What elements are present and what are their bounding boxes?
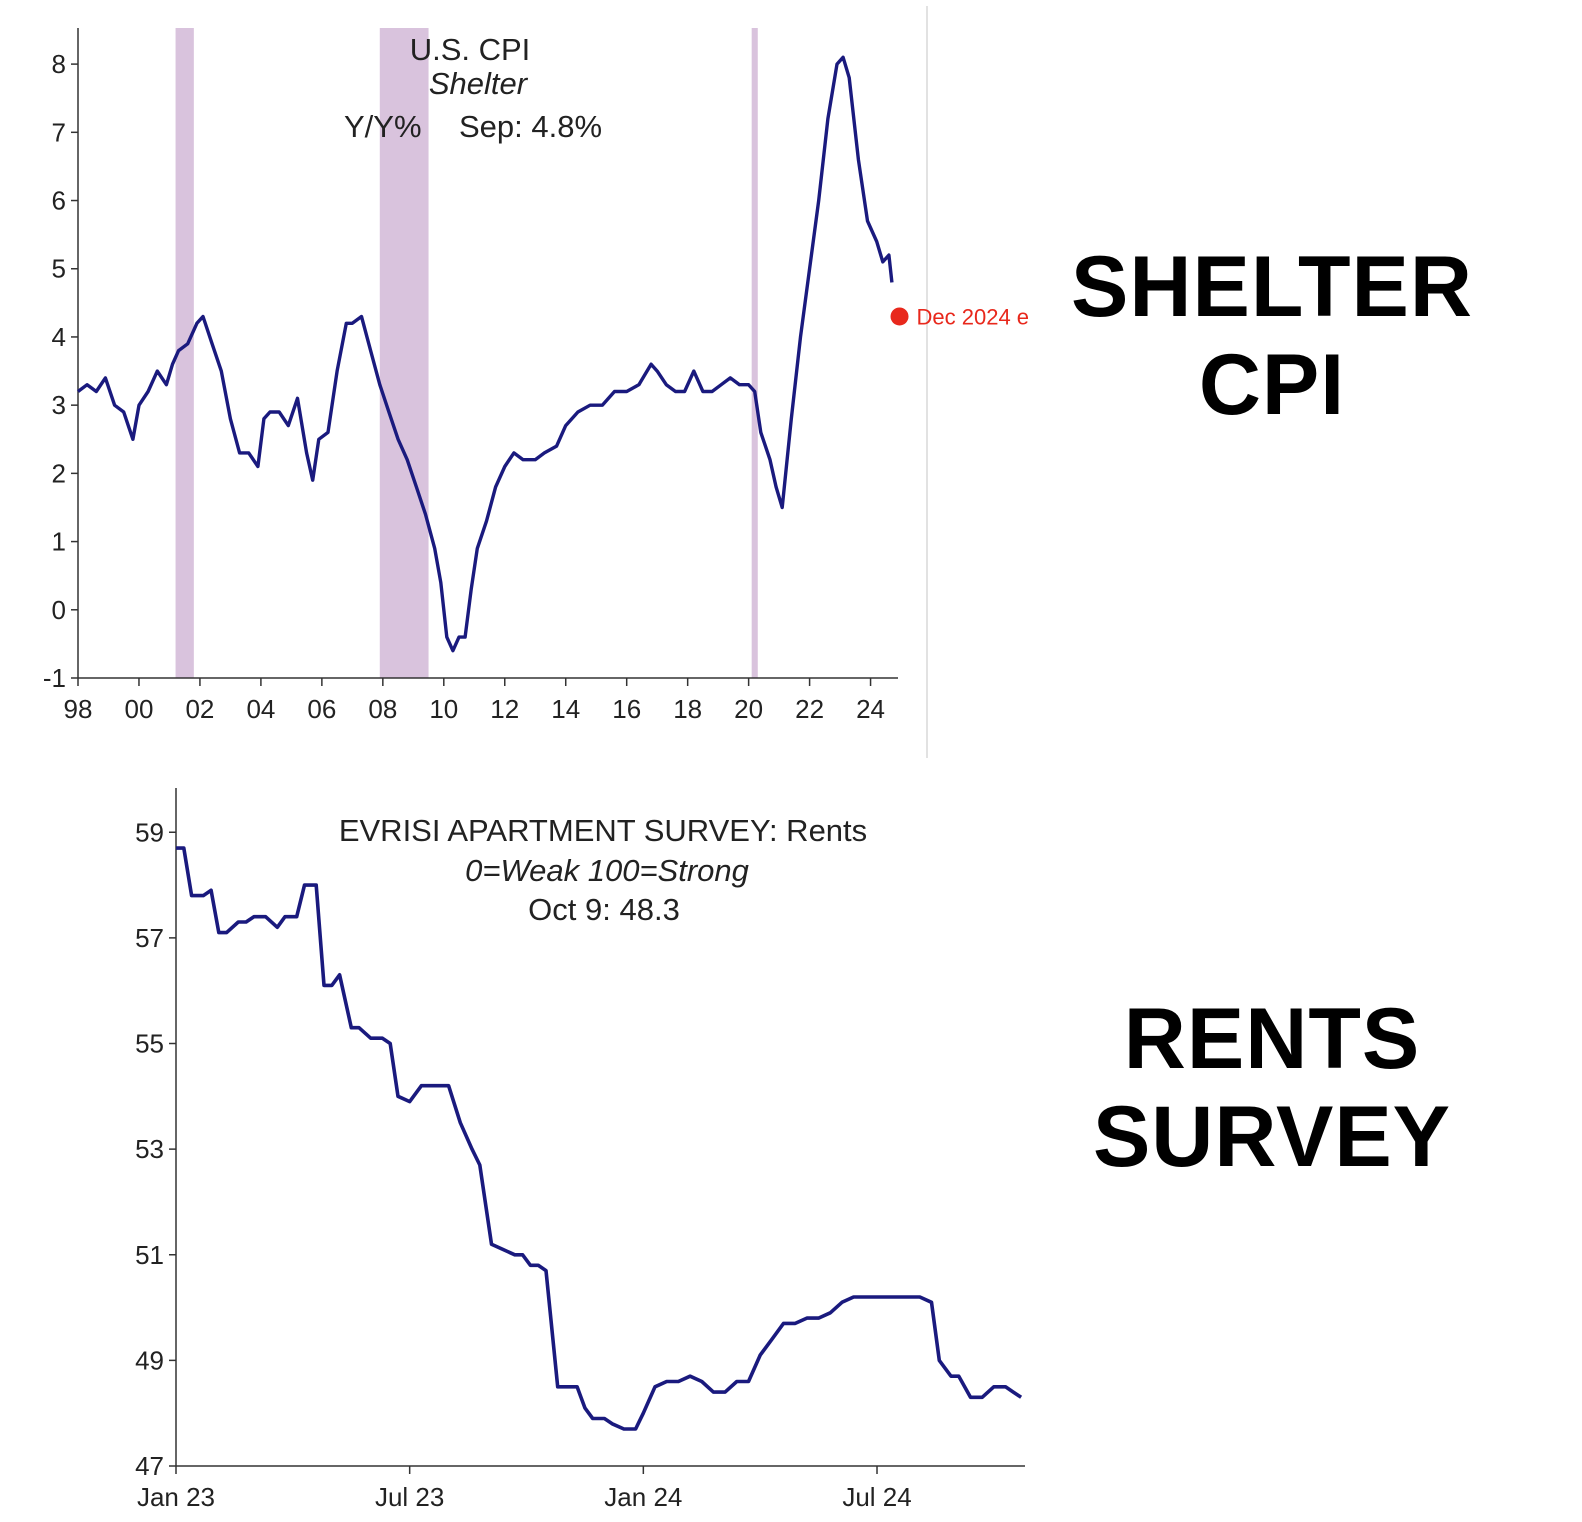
x-tick-label: 22 — [795, 694, 824, 724]
y-tick-label: 49 — [135, 1345, 164, 1375]
x-tick-label: 02 — [185, 694, 214, 724]
y-tick-label: 5 — [52, 254, 66, 284]
chart2-latest-annotation: Oct 9: 48.3 — [528, 892, 680, 927]
y-tick-label: -1 — [43, 663, 66, 693]
x-tick-label: Jul 24 — [842, 1482, 911, 1512]
chart1-axes — [77, 28, 898, 679]
chart2-axes — [175, 788, 1025, 1467]
x-tick-label: 10 — [429, 694, 458, 724]
chart1-subtitle: Shelter — [429, 66, 529, 101]
shelter-label-line1: SHELTER — [1071, 239, 1473, 335]
y-tick-label: 2 — [52, 458, 66, 488]
y-tick-label: 4 — [52, 322, 66, 352]
rents-label-line2: SURVEY — [1092, 1089, 1452, 1185]
rents-survey-label: RENTS SURVEY — [1012, 990, 1532, 1186]
y-tick-label: 0 — [52, 595, 66, 625]
x-tick-label: 14 — [551, 694, 580, 724]
dec-2024-estimate-marker — [890, 307, 909, 326]
chart2-subtitle: 0=Weak 100=Strong — [465, 853, 749, 888]
shelter-cpi-series-line — [76, 55, 894, 653]
chart2-y-ticks: 47 49 51 53 55 57 59 — [135, 817, 176, 1481]
y-tick-label: 8 — [52, 49, 66, 79]
y-tick-label: 53 — [135, 1134, 164, 1164]
y-tick-label: 3 — [52, 390, 66, 420]
x-tick-label: 18 — [673, 694, 702, 724]
recession-band — [751, 28, 758, 678]
chart1-y-ticks: -1 0 1 2 3 4 5 6 7 8 — [43, 49, 78, 693]
recession-band — [379, 28, 429, 678]
y-tick-label: 6 — [52, 186, 66, 216]
y-tick-label: 55 — [135, 1029, 164, 1059]
x-tick-label: 24 — [856, 694, 885, 724]
chart1-latest-annotation: Sep: 4.8% — [459, 109, 602, 144]
dec-2024-estimate-label: Dec 2024 e — [917, 304, 1030, 329]
x-tick-label: Jan 23 — [137, 1482, 215, 1512]
shelter-cpi-label: SHELTER CPI — [1012, 238, 1532, 434]
x-tick-label: 20 — [734, 694, 763, 724]
y-tick-label: 59 — [135, 817, 164, 847]
x-tick-label: 98 — [64, 694, 93, 724]
rents-label-line1: RENTS — [1123, 991, 1421, 1087]
chart2-title: EVRISI APARTMENT SURVEY: Rents — [339, 813, 867, 848]
x-tick-label: 06 — [307, 694, 336, 724]
y-tick-label: 7 — [52, 117, 66, 147]
y-tick-label: 57 — [135, 923, 164, 953]
chart1-ylabel: Y/Y% — [344, 109, 422, 144]
recession-bands — [175, 28, 758, 678]
chart2-x-ticks: Jan 23 Jul 23 Jan 24 Jul 24 — [137, 1466, 912, 1512]
x-tick-label: 04 — [246, 694, 275, 724]
rents-survey-series-line — [176, 846, 1023, 1431]
x-tick-label: 08 — [368, 694, 397, 724]
y-tick-label: 1 — [52, 527, 66, 557]
x-tick-label: 16 — [612, 694, 641, 724]
x-tick-label: Jul 23 — [375, 1482, 444, 1512]
x-tick-label: 00 — [125, 694, 154, 724]
x-tick-label: Jan 24 — [604, 1482, 682, 1512]
chart1-x-ticks: 98 00 02 04 06 08 10 12 14 16 18 20 22 24 — [64, 678, 885, 724]
chart1-title: U.S. CPI — [410, 32, 531, 67]
y-tick-label: 47 — [135, 1451, 164, 1481]
x-tick-label: 12 — [490, 694, 519, 724]
recession-band — [175, 28, 194, 678]
y-tick-label: 51 — [135, 1240, 164, 1270]
shelter-label-line2: CPI — [1198, 337, 1346, 433]
